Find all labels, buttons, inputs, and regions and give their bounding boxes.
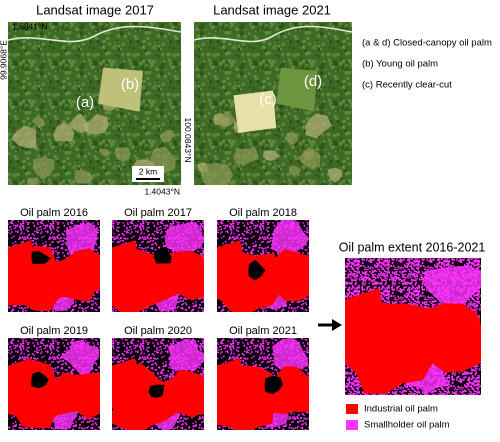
industrial-area: [217, 358, 245, 384]
industrial-area: [112, 240, 140, 266]
panel-label: (c): [259, 91, 277, 108]
industrial-area: [217, 365, 281, 430]
coordinate: 99.9068°E: [0, 40, 8, 80]
clearing: [149, 146, 176, 174]
clearing: [83, 113, 109, 135]
map-title: Oil palm 2018: [229, 207, 297, 219]
oil-palm-map: [8, 338, 100, 430]
clearing: [288, 165, 302, 175]
clearing: [31, 117, 45, 129]
clearing: [11, 125, 37, 149]
industrial-area: [156, 251, 204, 301]
annotation: (c) Recently clear-cut: [362, 80, 452, 91]
annotation: (a & d) Closed-canopy oil palm: [362, 38, 492, 49]
clearing: [327, 167, 343, 183]
plantation: [97, 67, 143, 112]
smallholder-area: [167, 338, 204, 372]
coordinate: 100.0843°N: [183, 118, 193, 163]
annotation: (b) Young oil palm: [362, 59, 438, 70]
clearing: [53, 122, 75, 142]
industrial-area: [8, 358, 36, 384]
smallholder-area: [271, 338, 309, 372]
oil-palm-map: [345, 258, 481, 395]
panel-title: Landsat image 2021: [213, 2, 331, 17]
industrial-area: [54, 248, 100, 302]
oil-palm-map: [217, 338, 309, 430]
clearing: [302, 147, 315, 162]
map-title: Oil palm 2020: [124, 325, 192, 337]
non-palm-area: [31, 251, 51, 265]
industrial-area: [155, 369, 204, 418]
oil-palm-map: [112, 220, 204, 312]
non-palm-area: [31, 371, 49, 389]
industrial-area: [263, 249, 309, 302]
map-title: Oil palm 2016: [20, 207, 88, 219]
panel-label: (d): [304, 73, 322, 90]
clearing: [69, 113, 89, 134]
industrial-area: [217, 240, 245, 266]
satellite-image: [194, 22, 352, 185]
coordinate: 1.5841°N: [12, 21, 48, 31]
map-title: Oil palm 2021: [229, 325, 297, 337]
plantation: [276, 67, 318, 112]
satellite-image: [8, 22, 181, 185]
panel-label: (b): [121, 76, 139, 93]
industrial-area: [8, 240, 36, 266]
clearing: [33, 157, 55, 180]
panel-label: (a): [76, 94, 94, 111]
industrial-area: [54, 372, 100, 420]
map-title: Oil palm 2017: [124, 207, 192, 219]
industrial-area: [415, 303, 481, 373]
scale-bar-label: 2 km: [139, 166, 157, 176]
legend-label: Smallholder oil palm: [364, 420, 450, 431]
clearing: [262, 150, 280, 161]
smallholder-area: [59, 339, 100, 377]
clearing: [74, 169, 94, 184]
panel-title: Landsat image 2017: [36, 2, 154, 17]
arrow: [318, 319, 342, 331]
non-palm-area: [248, 259, 266, 281]
clearing: [26, 177, 40, 185]
legend-label: Industrial oil palm: [364, 404, 438, 415]
clearing: [233, 148, 259, 165]
non-palm-area: [153, 247, 172, 264]
smallholder-area: [164, 221, 204, 253]
clearing: [200, 162, 234, 185]
extent-title: Oil palm extent 2016-2021: [339, 240, 486, 254]
smallholder-area: [271, 220, 309, 258]
map-title: Oil palm 2019: [20, 325, 88, 337]
coordinate: 1.4043°N: [144, 186, 180, 196]
river: [194, 25, 352, 43]
clearing: [217, 110, 237, 128]
smallholder-area: [424, 265, 481, 315]
non-palm-area: [264, 375, 283, 395]
oil-palm-map: [8, 220, 100, 312]
river: [8, 25, 181, 43]
non-palm-area: [148, 384, 165, 398]
clearing: [284, 131, 299, 146]
legend-swatch: [346, 404, 358, 414]
industrial-area: [345, 288, 386, 327]
clear-cut: [233, 90, 277, 133]
legend-swatch: [346, 420, 358, 430]
industrial-area: [112, 358, 140, 384]
oil-palm-map: [112, 338, 204, 430]
oil-palm-map: [217, 220, 309, 312]
clearing: [114, 147, 131, 163]
clearing: [159, 129, 175, 143]
clearing: [305, 113, 332, 139]
clearing: [99, 148, 109, 157]
